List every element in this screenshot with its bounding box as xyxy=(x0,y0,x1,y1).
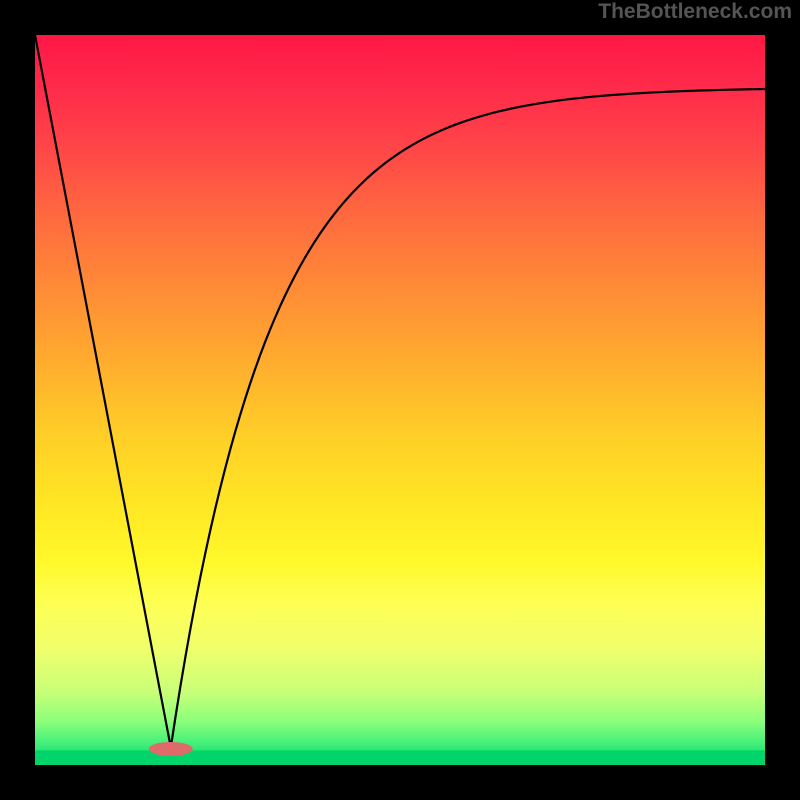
bottleneck-curve-plot xyxy=(0,0,800,800)
dip-marker xyxy=(149,742,193,756)
green-baseline-band xyxy=(35,750,765,765)
plot-content xyxy=(18,18,783,783)
figure-container: TheBottleneck.com xyxy=(0,0,800,800)
watermark-text: TheBottleneck.com xyxy=(598,0,792,24)
gradient-background xyxy=(35,35,765,765)
